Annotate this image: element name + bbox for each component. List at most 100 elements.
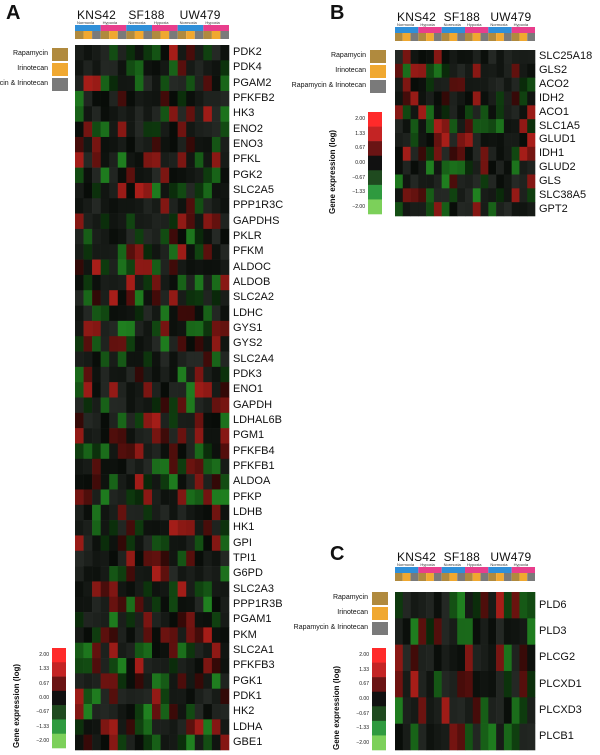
heat-cell-a <box>75 121 84 138</box>
heat-cell-a <box>117 274 127 291</box>
heat-cell-b <box>457 119 466 134</box>
heat-cell-a <box>92 121 101 138</box>
heat-cell-b <box>511 160 520 175</box>
heat-cell-a <box>75 458 84 475</box>
heat-cell-b <box>433 91 442 106</box>
heat-cell-a <box>160 121 170 138</box>
heat-cell-a <box>194 274 204 291</box>
heat-cell-a <box>126 121 136 138</box>
heat-cell-a <box>109 520 119 536</box>
heat-cell-c <box>449 618 458 645</box>
heat-cell-a <box>169 658 178 674</box>
heat-cell-a <box>169 596 178 613</box>
treatment-bar-a-11 <box>169 31 178 39</box>
condition-bar-c-0 <box>395 567 419 573</box>
gene-label-glud1: GLUD1 <box>539 133 576 146</box>
heat-cell-a <box>75 642 84 659</box>
heat-cell-a <box>169 474 178 490</box>
heat-cell-a <box>126 366 136 383</box>
heat-cell-c <box>488 723 497 751</box>
heat-cell-a <box>211 520 221 536</box>
heat-cell-a <box>109 642 119 659</box>
heat-cell-a <box>220 228 230 245</box>
heat-cell-a <box>203 336 213 352</box>
heat-cell-a <box>109 612 119 628</box>
condition-label-c-3: Hypoxia <box>467 562 482 567</box>
heat-cell-a <box>160 106 170 122</box>
heat-cell-c <box>441 592 450 619</box>
heat-cell-b <box>511 105 520 120</box>
condition-bar-c-1 <box>418 567 442 573</box>
heat-cell-a <box>169 504 178 521</box>
heat-cell-a <box>194 428 204 444</box>
heat-cell-a <box>143 274 153 291</box>
heat-cell-a <box>186 719 196 735</box>
heat-cell-a <box>117 228 127 245</box>
heat-cell-a <box>203 581 213 598</box>
heat-cell-a <box>169 366 178 383</box>
heat-cell-b <box>472 188 481 203</box>
heat-cell-a <box>194 688 204 705</box>
condition-label-b-5: Hypoxia <box>513 22 529 27</box>
heat-cell-a <box>177 90 187 107</box>
heat-cell-a <box>83 596 93 613</box>
heat-cell-a <box>186 642 196 659</box>
heat-cell-a <box>100 351 110 368</box>
heat-cell-a <box>211 688 221 705</box>
heat-cell-b <box>441 105 450 120</box>
heat-cell-a <box>194 366 204 383</box>
heat-cell-a <box>220 658 230 674</box>
heat-cell-b <box>433 133 442 148</box>
heat-cell-a <box>83 719 93 735</box>
heat-cell-a <box>160 627 170 644</box>
heat-cell-c <box>480 723 489 751</box>
heat-cell-a <box>160 228 170 245</box>
heat-cell-a <box>134 704 144 720</box>
gene-label-ldha: LDHA <box>233 720 263 733</box>
heat-cell-a <box>143 458 153 475</box>
heat-cell-a <box>220 688 230 705</box>
heat-cell-b <box>433 188 442 203</box>
heat-cell-c <box>503 697 512 724</box>
heat-cell-a <box>152 688 161 705</box>
heat-cell-a <box>152 244 161 260</box>
heat-cell-a <box>169 60 178 76</box>
color-key-tick-b-3: 0.00 <box>355 160 365 166</box>
heat-cell-a <box>92 274 101 291</box>
gene-label-gpt2: GPT2 <box>539 202 568 215</box>
heat-cell-a <box>152 213 161 230</box>
heat-cell-b <box>402 50 411 65</box>
heat-cell-c <box>441 723 450 751</box>
color-key-tick-c-0: 2.00 <box>359 652 369 659</box>
heat-cell-a <box>134 673 144 689</box>
gene-label-pfkl: PFKL <box>233 153 261 166</box>
heat-cell-b <box>480 133 489 148</box>
heat-cell-a <box>126 443 136 460</box>
heat-cell-a <box>100 612 110 628</box>
treatment-bar-c-8 <box>457 573 465 581</box>
treatment-swatch-a-2 <box>52 78 68 91</box>
heat-cell-a <box>126 719 136 735</box>
color-key-swatch-c-3 <box>372 691 386 707</box>
color-key-swatch-c-1 <box>372 662 386 678</box>
heat-cell-a <box>169 734 178 751</box>
heat-cell-b <box>410 91 419 106</box>
gene-label-pdk4: PDK4 <box>233 61 262 74</box>
heat-cell-a <box>100 673 110 689</box>
heat-cell-b <box>480 91 489 106</box>
heat-cell-a <box>134 596 144 613</box>
heat-cell-c <box>433 671 442 698</box>
heat-cell-a <box>83 60 93 76</box>
heat-cell-a <box>100 658 110 674</box>
heat-cell-a <box>134 474 144 490</box>
heat-cell-a <box>177 566 187 582</box>
heat-cell-c <box>496 592 505 619</box>
heat-cell-a <box>152 612 161 628</box>
heat-cell-a <box>177 152 187 168</box>
heat-cell-a <box>203 290 213 306</box>
heat-cell-c <box>449 592 458 619</box>
heat-cell-a <box>194 535 204 552</box>
heat-cell-a <box>177 382 187 398</box>
heat-cell-b <box>503 202 512 217</box>
heat-cell-a <box>126 90 136 107</box>
